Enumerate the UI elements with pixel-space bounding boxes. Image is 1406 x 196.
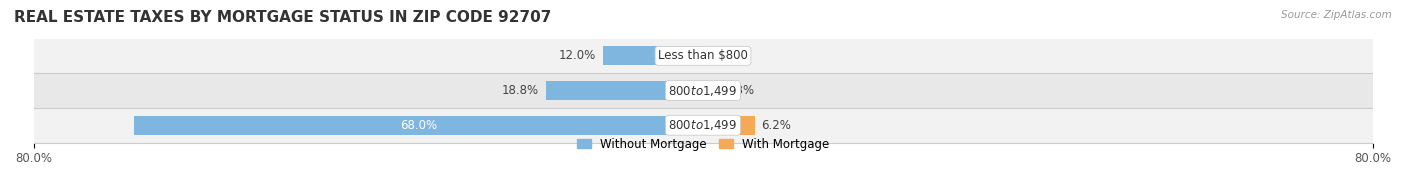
- Bar: [134, 116, 703, 135]
- Bar: [703, 81, 711, 100]
- Text: 0.93%: 0.93%: [717, 84, 755, 97]
- Bar: [34, 73, 1372, 108]
- Text: REAL ESTATE TAXES BY MORTGAGE STATUS IN ZIP CODE 92707: REAL ESTATE TAXES BY MORTGAGE STATUS IN …: [14, 10, 551, 25]
- Text: $800 to $1,499: $800 to $1,499: [668, 83, 738, 98]
- Bar: [703, 116, 755, 135]
- Bar: [34, 108, 1372, 143]
- Text: Source: ZipAtlas.com: Source: ZipAtlas.com: [1281, 10, 1392, 20]
- Text: 0.16%: 0.16%: [711, 49, 748, 62]
- Bar: [34, 39, 1372, 73]
- Legend: Without Mortgage, With Mortgage: Without Mortgage, With Mortgage: [572, 133, 834, 155]
- Text: 18.8%: 18.8%: [502, 84, 538, 97]
- Text: Less than $800: Less than $800: [658, 49, 748, 62]
- Text: 12.0%: 12.0%: [558, 49, 596, 62]
- Text: 6.2%: 6.2%: [762, 119, 792, 132]
- Text: $800 to $1,499: $800 to $1,499: [668, 118, 738, 132]
- Text: 68.0%: 68.0%: [399, 119, 437, 132]
- Bar: [603, 46, 703, 65]
- Bar: [546, 81, 703, 100]
